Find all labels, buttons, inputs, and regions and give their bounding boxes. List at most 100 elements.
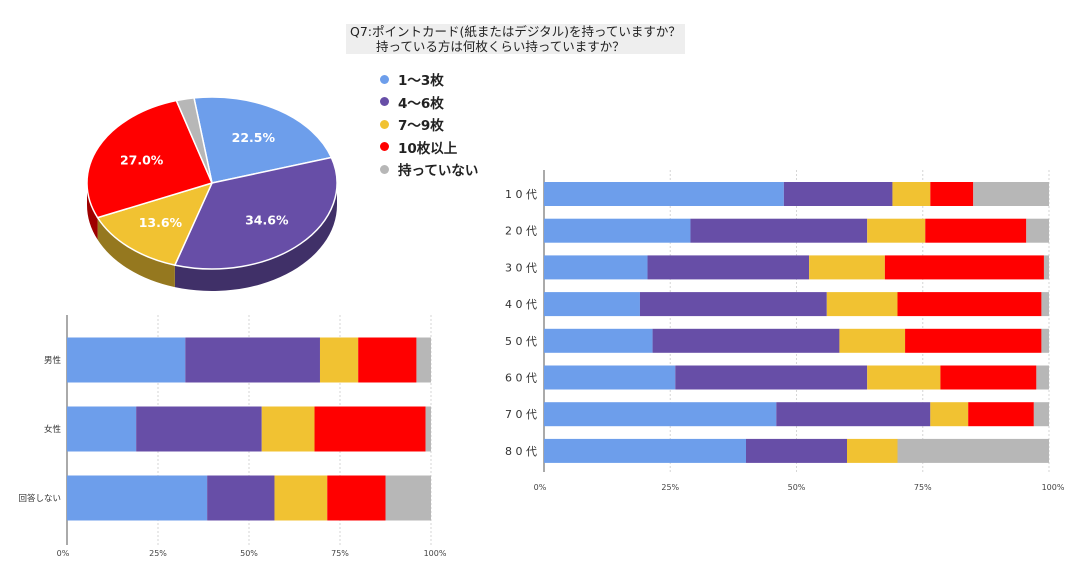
legend-label: 4〜6枚 [398, 95, 444, 112]
legend-dot-icon [380, 74, 389, 84]
bar-segment [67, 475, 208, 521]
x-tick-label: 50% [788, 483, 806, 492]
bar-segment [847, 438, 898, 463]
bar-segment [416, 337, 431, 383]
pie-slice [173, 156, 338, 270]
pie-data-label: 22.5% [232, 130, 276, 145]
bar-segment [544, 402, 777, 427]
category-label: 回答しない [18, 493, 61, 504]
bar-segment [776, 402, 931, 427]
bar-segment [867, 218, 926, 243]
pie-data-label: 34.6% [245, 213, 289, 228]
pie-data-label: 27.0% [120, 153, 164, 168]
bar-segment [897, 438, 1049, 463]
title-line-2: 持っている方は何枚くらい持っていますか？ [376, 39, 625, 54]
bar-segment [1041, 328, 1049, 353]
bar-segment [544, 438, 746, 463]
bar-segment [544, 255, 648, 280]
bar-segment [274, 475, 328, 521]
legend-dot-icon [380, 119, 389, 129]
pie-slice [175, 97, 213, 184]
bar-segment [1036, 365, 1049, 390]
bar-segment [544, 218, 691, 243]
bar-segment [544, 328, 653, 353]
x-tick-label: 75% [914, 483, 932, 492]
bar-segment [652, 328, 840, 353]
legend-dot-icon [380, 164, 389, 174]
bar-segment [973, 182, 1049, 206]
x-tick-label: 50% [240, 549, 258, 558]
bar-segment [67, 337, 186, 383]
x-tick-label: 75% [331, 549, 349, 558]
bar-segment [67, 406, 137, 452]
x-tick-label: 0% [57, 549, 70, 558]
bar-segment [925, 218, 1027, 243]
pie-slice-side [87, 183, 98, 240]
x-tick-label: 25% [149, 549, 167, 558]
pie-side-walls [87, 183, 337, 291]
category-label: 3 0 代 [505, 261, 537, 274]
legend-label: 1〜3枚 [398, 73, 444, 90]
x-tick-label: 0% [534, 483, 547, 492]
bar-segment [905, 328, 1042, 353]
pie-slice [86, 99, 214, 219]
pie-top [86, 96, 338, 270]
category-label: 男性 [44, 355, 62, 366]
bar-segment [358, 337, 417, 383]
legend-label: 7〜9枚 [398, 118, 444, 135]
bar-segment [746, 438, 847, 463]
bar-segment [892, 182, 931, 206]
bar-segment [1026, 218, 1049, 243]
bar-segment [261, 406, 315, 452]
category-label: 8 0 代 [505, 445, 537, 458]
x-tick-label: 25% [661, 483, 679, 492]
bar-segment [783, 182, 893, 206]
legend: 1〜3枚 4〜6枚 7〜9枚 10枚以上 持っていない [380, 68, 478, 181]
category-label: 6 0 代 [505, 371, 537, 384]
category-label: 5 0 代 [505, 335, 537, 348]
legend-item: 持っていない [380, 158, 478, 181]
title-line-1: Q7:ポイントカード(紙またはデジタル)を持っていますか？ [350, 24, 681, 39]
bar-segment [867, 365, 941, 390]
bar-segment [930, 402, 969, 427]
category-label: 1 0 代 [505, 188, 537, 201]
x-tick-label: 100% [1042, 483, 1065, 492]
pie-slice-side [174, 183, 337, 291]
bar-segment [839, 328, 906, 353]
legend-item: 1〜3枚 [380, 68, 478, 91]
bar-segment [809, 255, 885, 280]
bar-segment [185, 337, 320, 383]
legend-label: 10枚以上 [398, 140, 458, 157]
bar-segment [647, 255, 810, 280]
bar-segment [314, 406, 426, 452]
category-label: 4 0 代 [505, 298, 537, 311]
bar-segment [327, 475, 386, 521]
bar-segment [897, 292, 1042, 317]
x-tick-label: 100% [424, 549, 447, 558]
bar-segment [544, 292, 640, 317]
chart-title: Q7:ポイントカード(紙またはデジタル)を持っていますか？ 持っている方は何枚く… [346, 24, 685, 54]
bar-segment [425, 406, 431, 452]
bar-segment [826, 292, 898, 317]
legend-dot-icon [380, 142, 389, 152]
bar-segment [968, 402, 1034, 427]
category-label: 7 0 代 [505, 408, 537, 421]
bar-segment [1041, 292, 1049, 317]
bar-segment [136, 406, 262, 452]
pie-data-label: 13.6% [139, 215, 183, 230]
bar-segment [544, 365, 676, 390]
bar-segment [544, 182, 784, 206]
bar-segment [385, 475, 431, 521]
bar-segment [690, 218, 868, 243]
legend-item: 10枚以上 [380, 136, 478, 159]
bar-segment [884, 255, 1044, 280]
bar-segment [1043, 255, 1049, 280]
bar-segment [207, 475, 275, 521]
legend-item: 7〜9枚 [380, 113, 478, 136]
bar-segment [319, 337, 359, 383]
bar-segment [930, 182, 974, 206]
legend-item: 4〜6枚 [380, 91, 478, 114]
